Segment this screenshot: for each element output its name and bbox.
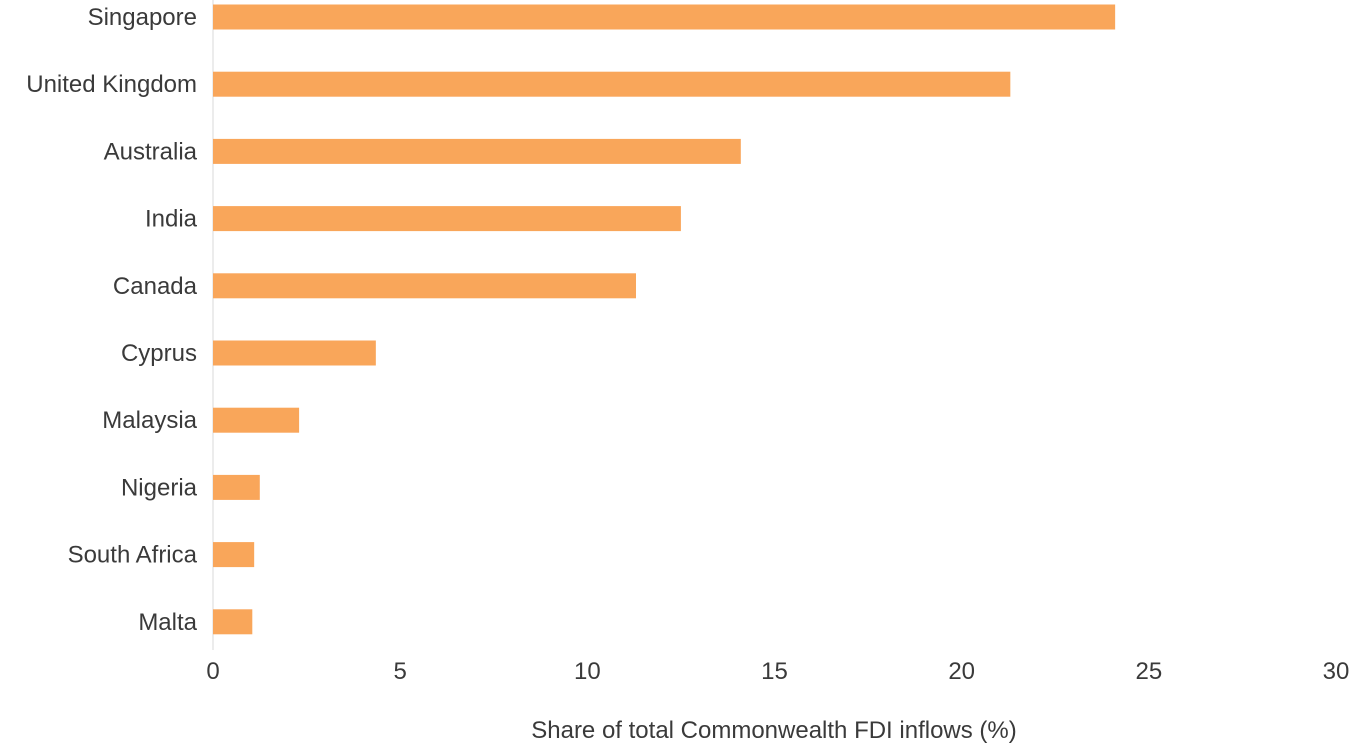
bar bbox=[213, 407, 300, 433]
bar bbox=[213, 4, 1116, 30]
category-label: South Africa bbox=[68, 542, 198, 569]
category-labels: Singapore United Kingdom Australia India Can… bbox=[26, 4, 197, 636]
x-tick-label: 10 bbox=[574, 658, 601, 685]
category-label: Nigeria bbox=[121, 474, 198, 501]
x-tick-label: 15 bbox=[761, 658, 788, 685]
bar bbox=[213, 206, 681, 232]
x-axis-title: Share of total Commonwealth FDI inflows … bbox=[531, 717, 1017, 744]
category-label: Canada bbox=[113, 273, 198, 300]
category-label: Singapore bbox=[88, 4, 197, 31]
category-label: Malta bbox=[138, 609, 197, 636]
category-label: Australia bbox=[104, 138, 198, 165]
x-tick-label: 5 bbox=[393, 658, 406, 685]
bar bbox=[213, 71, 1011, 97]
bar bbox=[213, 340, 376, 366]
category-label: United Kingdom bbox=[26, 71, 197, 98]
x-tick-label: 25 bbox=[1135, 658, 1162, 685]
x-tick-label: 30 bbox=[1323, 658, 1350, 685]
x-axis-ticks: 0 5 10 15 20 25 30 bbox=[206, 658, 1349, 685]
bar bbox=[213, 474, 260, 500]
bar bbox=[213, 138, 741, 164]
category-label: Cyprus bbox=[121, 340, 197, 367]
category-label: Malaysia bbox=[102, 407, 197, 434]
bar bbox=[213, 542, 255, 568]
bar bbox=[213, 273, 636, 299]
x-tick-label: 20 bbox=[948, 658, 975, 685]
category-label: India bbox=[145, 206, 198, 233]
bars-layer bbox=[213, 4, 1116, 635]
bar bbox=[213, 609, 253, 635]
x-tick-label: 0 bbox=[206, 658, 219, 685]
